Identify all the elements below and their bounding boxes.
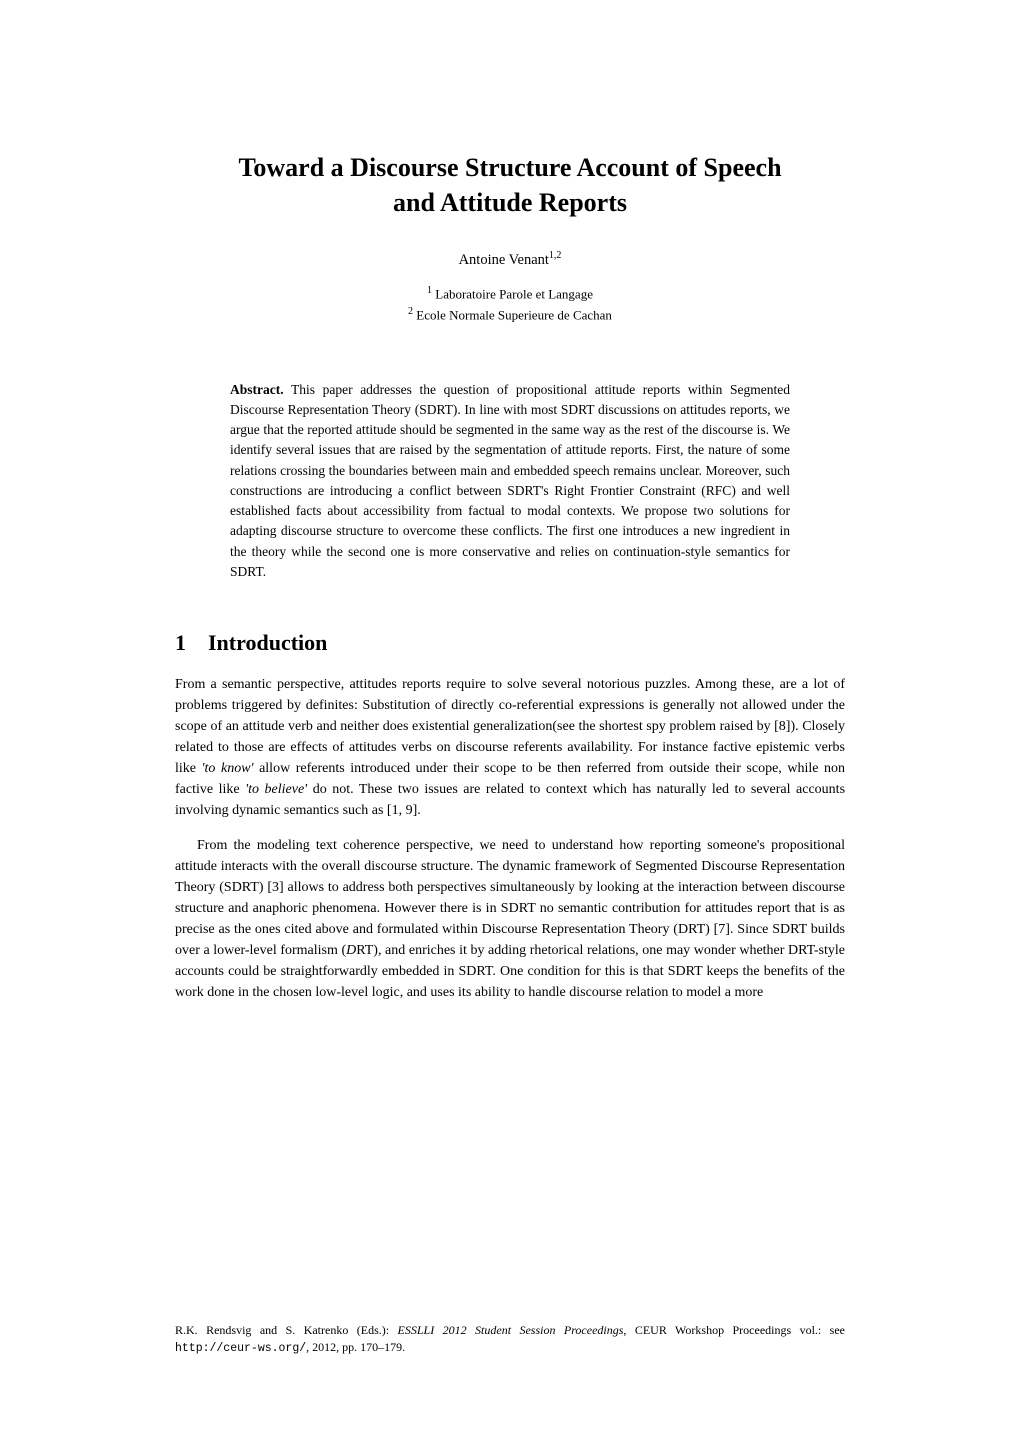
author-line: Antoine Venant1,2 bbox=[175, 250, 845, 269]
footer-text-c: , 2012, pp. 170–179. bbox=[306, 1340, 405, 1354]
footer-text-b: , CEUR Workshop Proceedings vol.: see bbox=[623, 1323, 845, 1337]
section-number: 1 bbox=[175, 630, 186, 655]
abstract-text: This paper addresses the question of pro… bbox=[230, 382, 790, 579]
title-line-2: and Attitude Reports bbox=[393, 188, 627, 217]
affiliations-block: 1 Laboratoire Parole et Langage 2 Ecole … bbox=[175, 283, 845, 325]
footer-citation: R.K. Rendsvig and S. Katrenko (Eds.): ES… bbox=[175, 1322, 845, 1357]
para2-italic-1: D bbox=[346, 943, 356, 958]
affil1-text: Laboratoire Parole et Langage bbox=[432, 286, 593, 301]
paragraph-1: From a semantic perspective, attitudes r… bbox=[175, 674, 845, 821]
paragraph-2: From the modeling text coherence perspec… bbox=[175, 835, 845, 1003]
para1-italic-1: 'to know' bbox=[202, 761, 254, 776]
footer-url: http://ceur-ws.org/ bbox=[175, 1342, 306, 1355]
footer-text-a: R.K. Rendsvig and S. Katrenko (Eds.): bbox=[175, 1323, 398, 1337]
para1-italic-2: 'to believe' bbox=[245, 782, 307, 797]
section-title: Introduction bbox=[208, 630, 327, 655]
affil2-text: Ecole Normale Superieure de Cachan bbox=[413, 307, 612, 322]
paper-title: Toward a Discourse Structure Account of … bbox=[175, 150, 845, 220]
abstract-label: Abstract. bbox=[230, 382, 284, 397]
section-heading: 1 Introduction bbox=[175, 630, 845, 656]
para2-text-a: From the modeling text coherence perspec… bbox=[175, 838, 845, 958]
footer-italic: ESSLLI 2012 Student Session Proceedings bbox=[398, 1323, 624, 1337]
title-line-1: Toward a Discourse Structure Account of … bbox=[238, 153, 781, 182]
author-superscript: 1,2 bbox=[549, 250, 562, 261]
page-container: Toward a Discourse Structure Account of … bbox=[0, 0, 1020, 1442]
author-name: Antoine Venant bbox=[459, 252, 549, 268]
abstract-block: Abstract. This paper addresses the quest… bbox=[230, 380, 790, 583]
